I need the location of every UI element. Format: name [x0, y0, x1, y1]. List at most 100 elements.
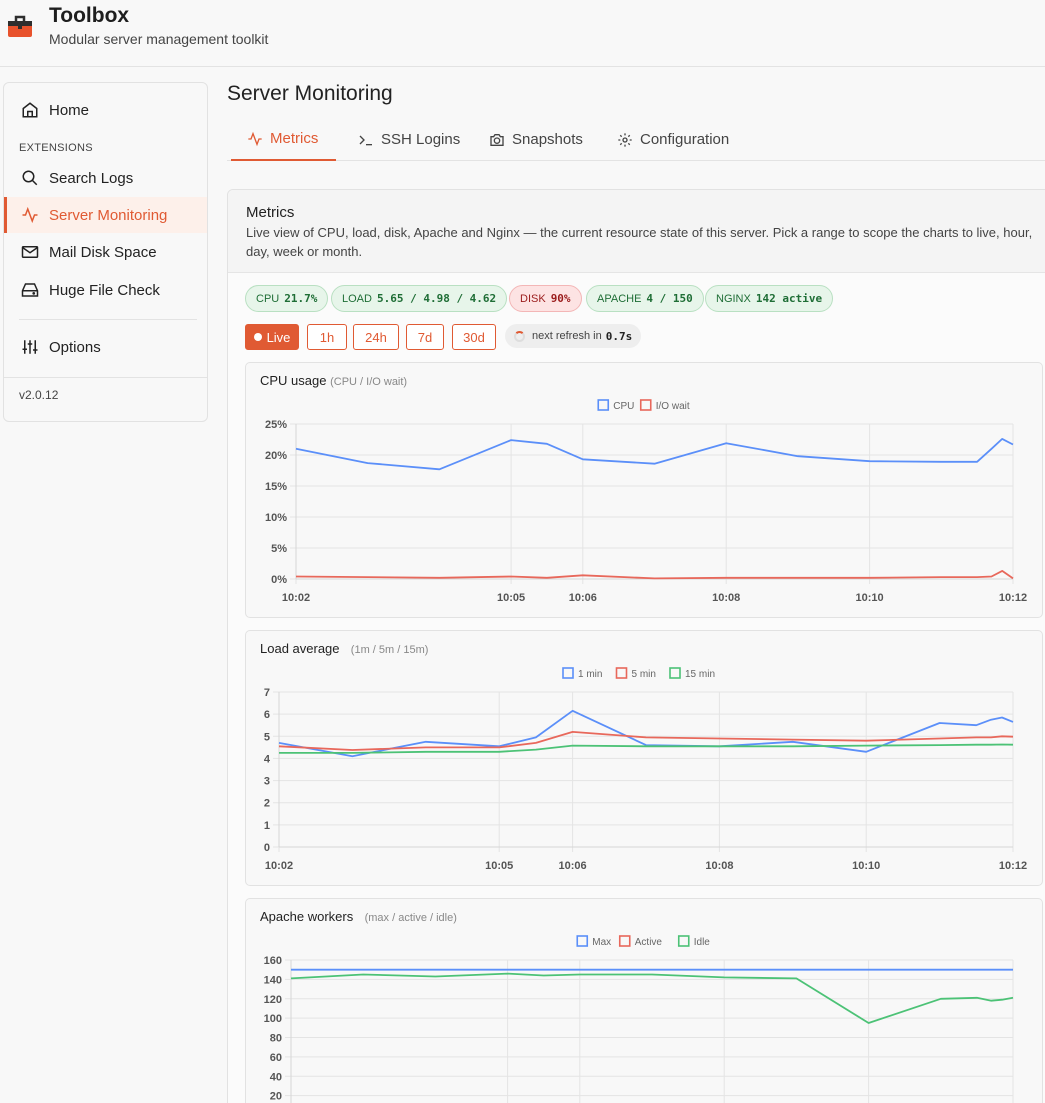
live-dot-icon	[253, 333, 262, 341]
range-button-label: Live	[266, 329, 291, 345]
refresh-indicator: next refresh in 0.7s	[505, 324, 642, 348]
x-tick-label: 10:05	[497, 592, 525, 604]
range-button-7d[interactable]: 7d	[406, 324, 444, 350]
home-icon	[20, 100, 40, 120]
legend-label[interactable]: 15 min	[685, 669, 715, 680]
tab-ssh-logins[interactable]: SSH Logins	[358, 118, 460, 161]
status-badge-label: LOAD	[342, 292, 372, 305]
y-tick-label: 40	[270, 1071, 282, 1083]
tab-label: Metrics	[270, 130, 319, 147]
tab-snapshots[interactable]: Snapshots	[489, 118, 583, 161]
series-line-idle	[290, 972, 1014, 1024]
apache-workers-chart: Apache workers (max / active / idle) Max Ac…	[260, 909, 1014, 1103]
x-tick-label: 10:06	[569, 592, 597, 604]
sidebar-item-label: Options	[49, 338, 101, 356]
y-tick-label: 0	[264, 842, 270, 854]
status-badge-label: DISK	[520, 292, 546, 305]
x-tick-label: 10:08	[705, 860, 733, 872]
status-badge-apache: APACHE 4 / 150	[586, 285, 704, 312]
range-button-live[interactable]: Live	[245, 324, 299, 350]
legend-label[interactable]: Idle	[694, 937, 711, 948]
tab-metrics[interactable]: Metrics	[231, 118, 336, 161]
chart-subtitle: (1m / 5m / 15m)	[351, 644, 429, 656]
app-header: Toolbox Modular server management toolki…	[0, 0, 1045, 67]
legend-label[interactable]: Max	[592, 937, 611, 948]
sidebar-item-label: Search Logs	[49, 169, 134, 187]
sidebar-item-server-monitoring[interactable]: Server Monitoring	[4, 197, 207, 233]
y-tick-label: 4	[264, 753, 271, 765]
status-badge-value: 21.7%	[284, 292, 318, 305]
status-badge-value: 5.65 / 4.98 / 4.62	[376, 292, 497, 305]
tab-label: Configuration	[640, 131, 730, 148]
activity-icon	[20, 205, 40, 225]
x-tick-label: 10:10	[856, 592, 884, 604]
legend-swatch	[618, 935, 631, 947]
range-button-24h[interactable]: 24h	[353, 324, 399, 350]
chart-title: CPU usage	[260, 373, 326, 388]
status-badge-nginx: NGINX 142 active	[705, 285, 834, 312]
chart-subtitle: (max / active / idle)	[365, 912, 457, 924]
status-badge-value: 4 / 150	[646, 292, 693, 305]
range-button-label: 30d	[463, 329, 485, 345]
range-button-label: 7d	[417, 329, 433, 345]
y-tick-label: 5	[264, 731, 270, 743]
range-button-1h[interactable]: 1h	[307, 324, 347, 350]
toolbox-logo-icon	[8, 15, 32, 37]
status-badge-label: APACHE	[597, 292, 642, 305]
legend-label[interactable]: CPU	[613, 401, 634, 412]
legend-label[interactable]: Active	[635, 937, 663, 948]
x-tick-label: 10:08	[712, 592, 740, 604]
range-button-30d[interactable]: 30d	[452, 324, 496, 350]
legend-label[interactable]: I/O wait	[656, 401, 690, 412]
sidebar-item-huge-file-check[interactable]: Huge File Check	[4, 272, 207, 308]
x-tick-label: 10:12	[999, 592, 1027, 604]
tab-label: SSH Logins	[381, 131, 461, 148]
y-tick-label: 0%	[271, 574, 287, 586]
legend-label[interactable]: 5 min	[632, 669, 656, 680]
sidebar-item-label: Server Monitoring	[49, 206, 168, 224]
refresh-countdown: 0.7s	[605, 329, 633, 343]
y-tick-label: 140	[264, 974, 282, 986]
legend-swatch	[562, 667, 574, 679]
range-button-label: 1h	[319, 329, 335, 345]
series-line-i-o-wait	[295, 569, 1014, 580]
legend-swatch	[597, 399, 610, 411]
y-tick-label: 60	[270, 1052, 282, 1064]
load-chart-panel: Load average (1m / 5m / 15m) 1 min 5 min 15 …	[245, 630, 1043, 886]
sidebar-item-label: Huge File Check	[49, 281, 160, 299]
app-subtitle: Modular server management toolkit	[49, 31, 269, 47]
sidebar-item-label: Home	[49, 101, 90, 119]
sidebar-item-mail-disk-space[interactable]: Mail Disk Space	[4, 234, 207, 270]
legend-swatch	[639, 399, 652, 411]
x-tick-label: 10:02	[265, 860, 293, 872]
sidebar-item-home[interactable]: Home	[4, 92, 207, 128]
sidebar-item-search-logs[interactable]: Search Logs	[4, 160, 207, 196]
x-tick-label: 10:05	[485, 860, 513, 872]
status-badge-label: CPU	[256, 292, 280, 305]
mail-icon	[20, 242, 40, 262]
y-tick-label: 100	[264, 1013, 282, 1025]
y-tick-label: 15%	[265, 481, 287, 493]
status-badge-cpu: CPU 21.7%	[245, 285, 329, 312]
y-tick-label: 1	[264, 820, 270, 832]
version-label: v2.0.12	[19, 388, 59, 402]
sidebar-item-label: Mail Disk Space	[49, 243, 157, 261]
load-average-chart: Load average (1m / 5m / 15m) 1 min 5 min 15 …	[260, 641, 1027, 872]
metrics-card-description: Live view of CPU, load, disk, Apache and…	[246, 225, 1033, 259]
legend-swatch	[669, 667, 681, 679]
y-tick-label: 25%	[265, 419, 287, 431]
chart-title: Apache workers	[260, 909, 354, 924]
legend-label[interactable]: 1 min	[578, 669, 602, 680]
tab-configuration[interactable]: Configuration	[617, 118, 729, 161]
x-tick-label: 10:10	[852, 860, 880, 872]
status-badge-value: 142 active	[755, 292, 823, 305]
metrics-card-title: Metrics	[246, 204, 295, 221]
page-title: Server Monitoring	[227, 82, 393, 105]
x-tick-label: 10:12	[999, 860, 1027, 872]
activity-icon	[247, 131, 263, 147]
range-button-label: 24h	[365, 329, 387, 345]
y-tick-label: 10%	[265, 512, 287, 524]
sidebar-item-options[interactable]: Options	[4, 329, 207, 365]
sidebar-divider	[4, 377, 207, 378]
sidebar: Home EXTENSIONS Search Logs Server Monit…	[3, 82, 208, 422]
